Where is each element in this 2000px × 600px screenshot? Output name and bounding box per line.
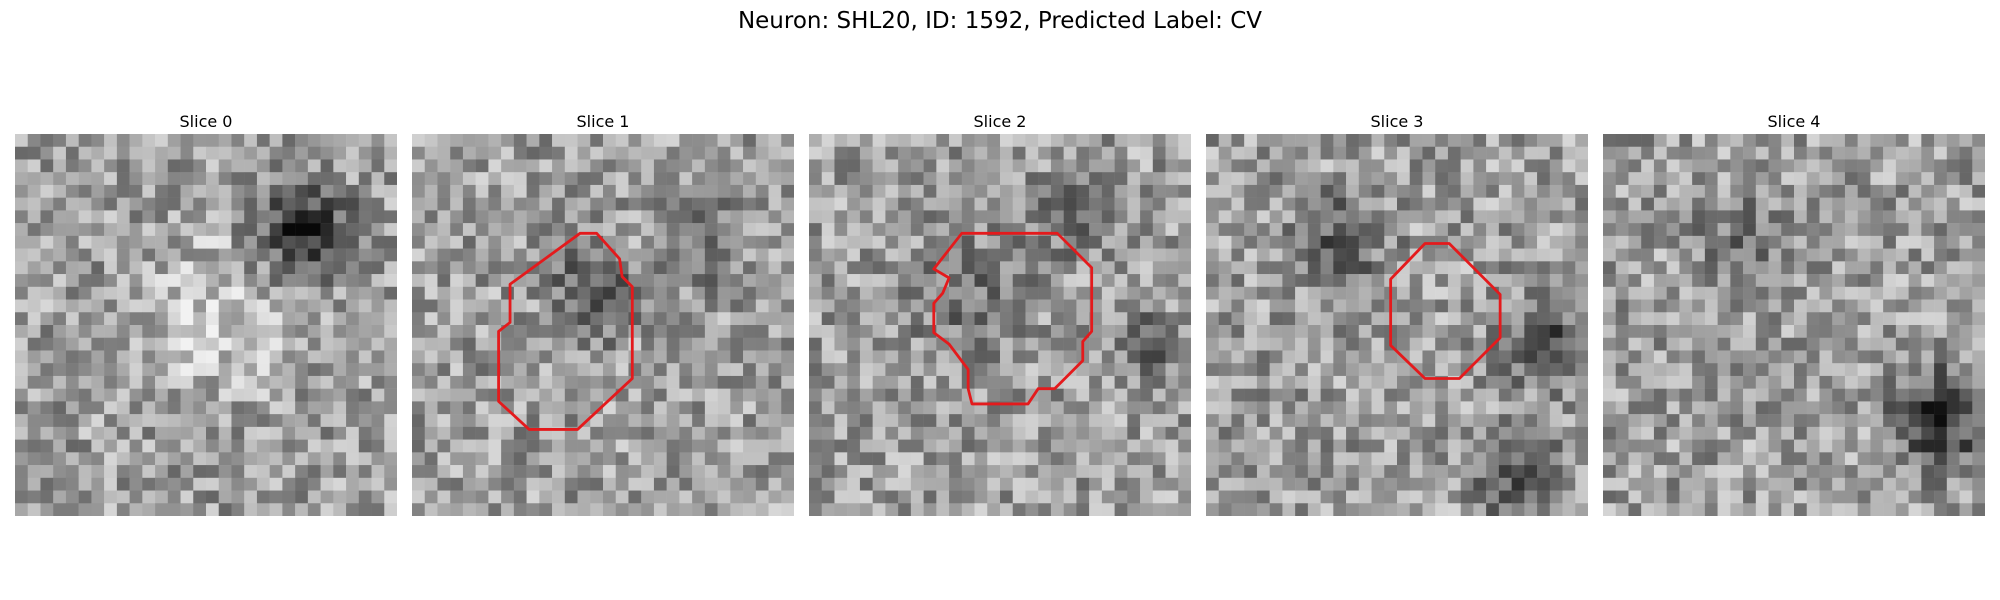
slice-panel-4: Slice 4 — [1603, 110, 1985, 516]
slice-title: Slice 1 — [412, 110, 794, 134]
slice-image — [1206, 134, 1588, 516]
slice-image — [1603, 134, 1985, 516]
slice-title: Slice 0 — [15, 110, 397, 134]
figure-title: Neuron: SHL20, ID: 1592, Predicted Label… — [0, 8, 2000, 34]
slice-image — [809, 134, 1191, 516]
slice-title: Slice 3 — [1206, 110, 1588, 134]
slice-image — [412, 134, 794, 516]
slice-image — [15, 134, 397, 516]
slice-panel-0: Slice 0 — [15, 110, 397, 516]
slice-panel-1: Slice 1 — [412, 110, 794, 516]
slice-panel-2: Slice 2 — [809, 110, 1191, 516]
slice-title: Slice 2 — [809, 110, 1191, 134]
slice-panel-3: Slice 3 — [1206, 110, 1588, 516]
slice-title: Slice 4 — [1603, 110, 1985, 134]
